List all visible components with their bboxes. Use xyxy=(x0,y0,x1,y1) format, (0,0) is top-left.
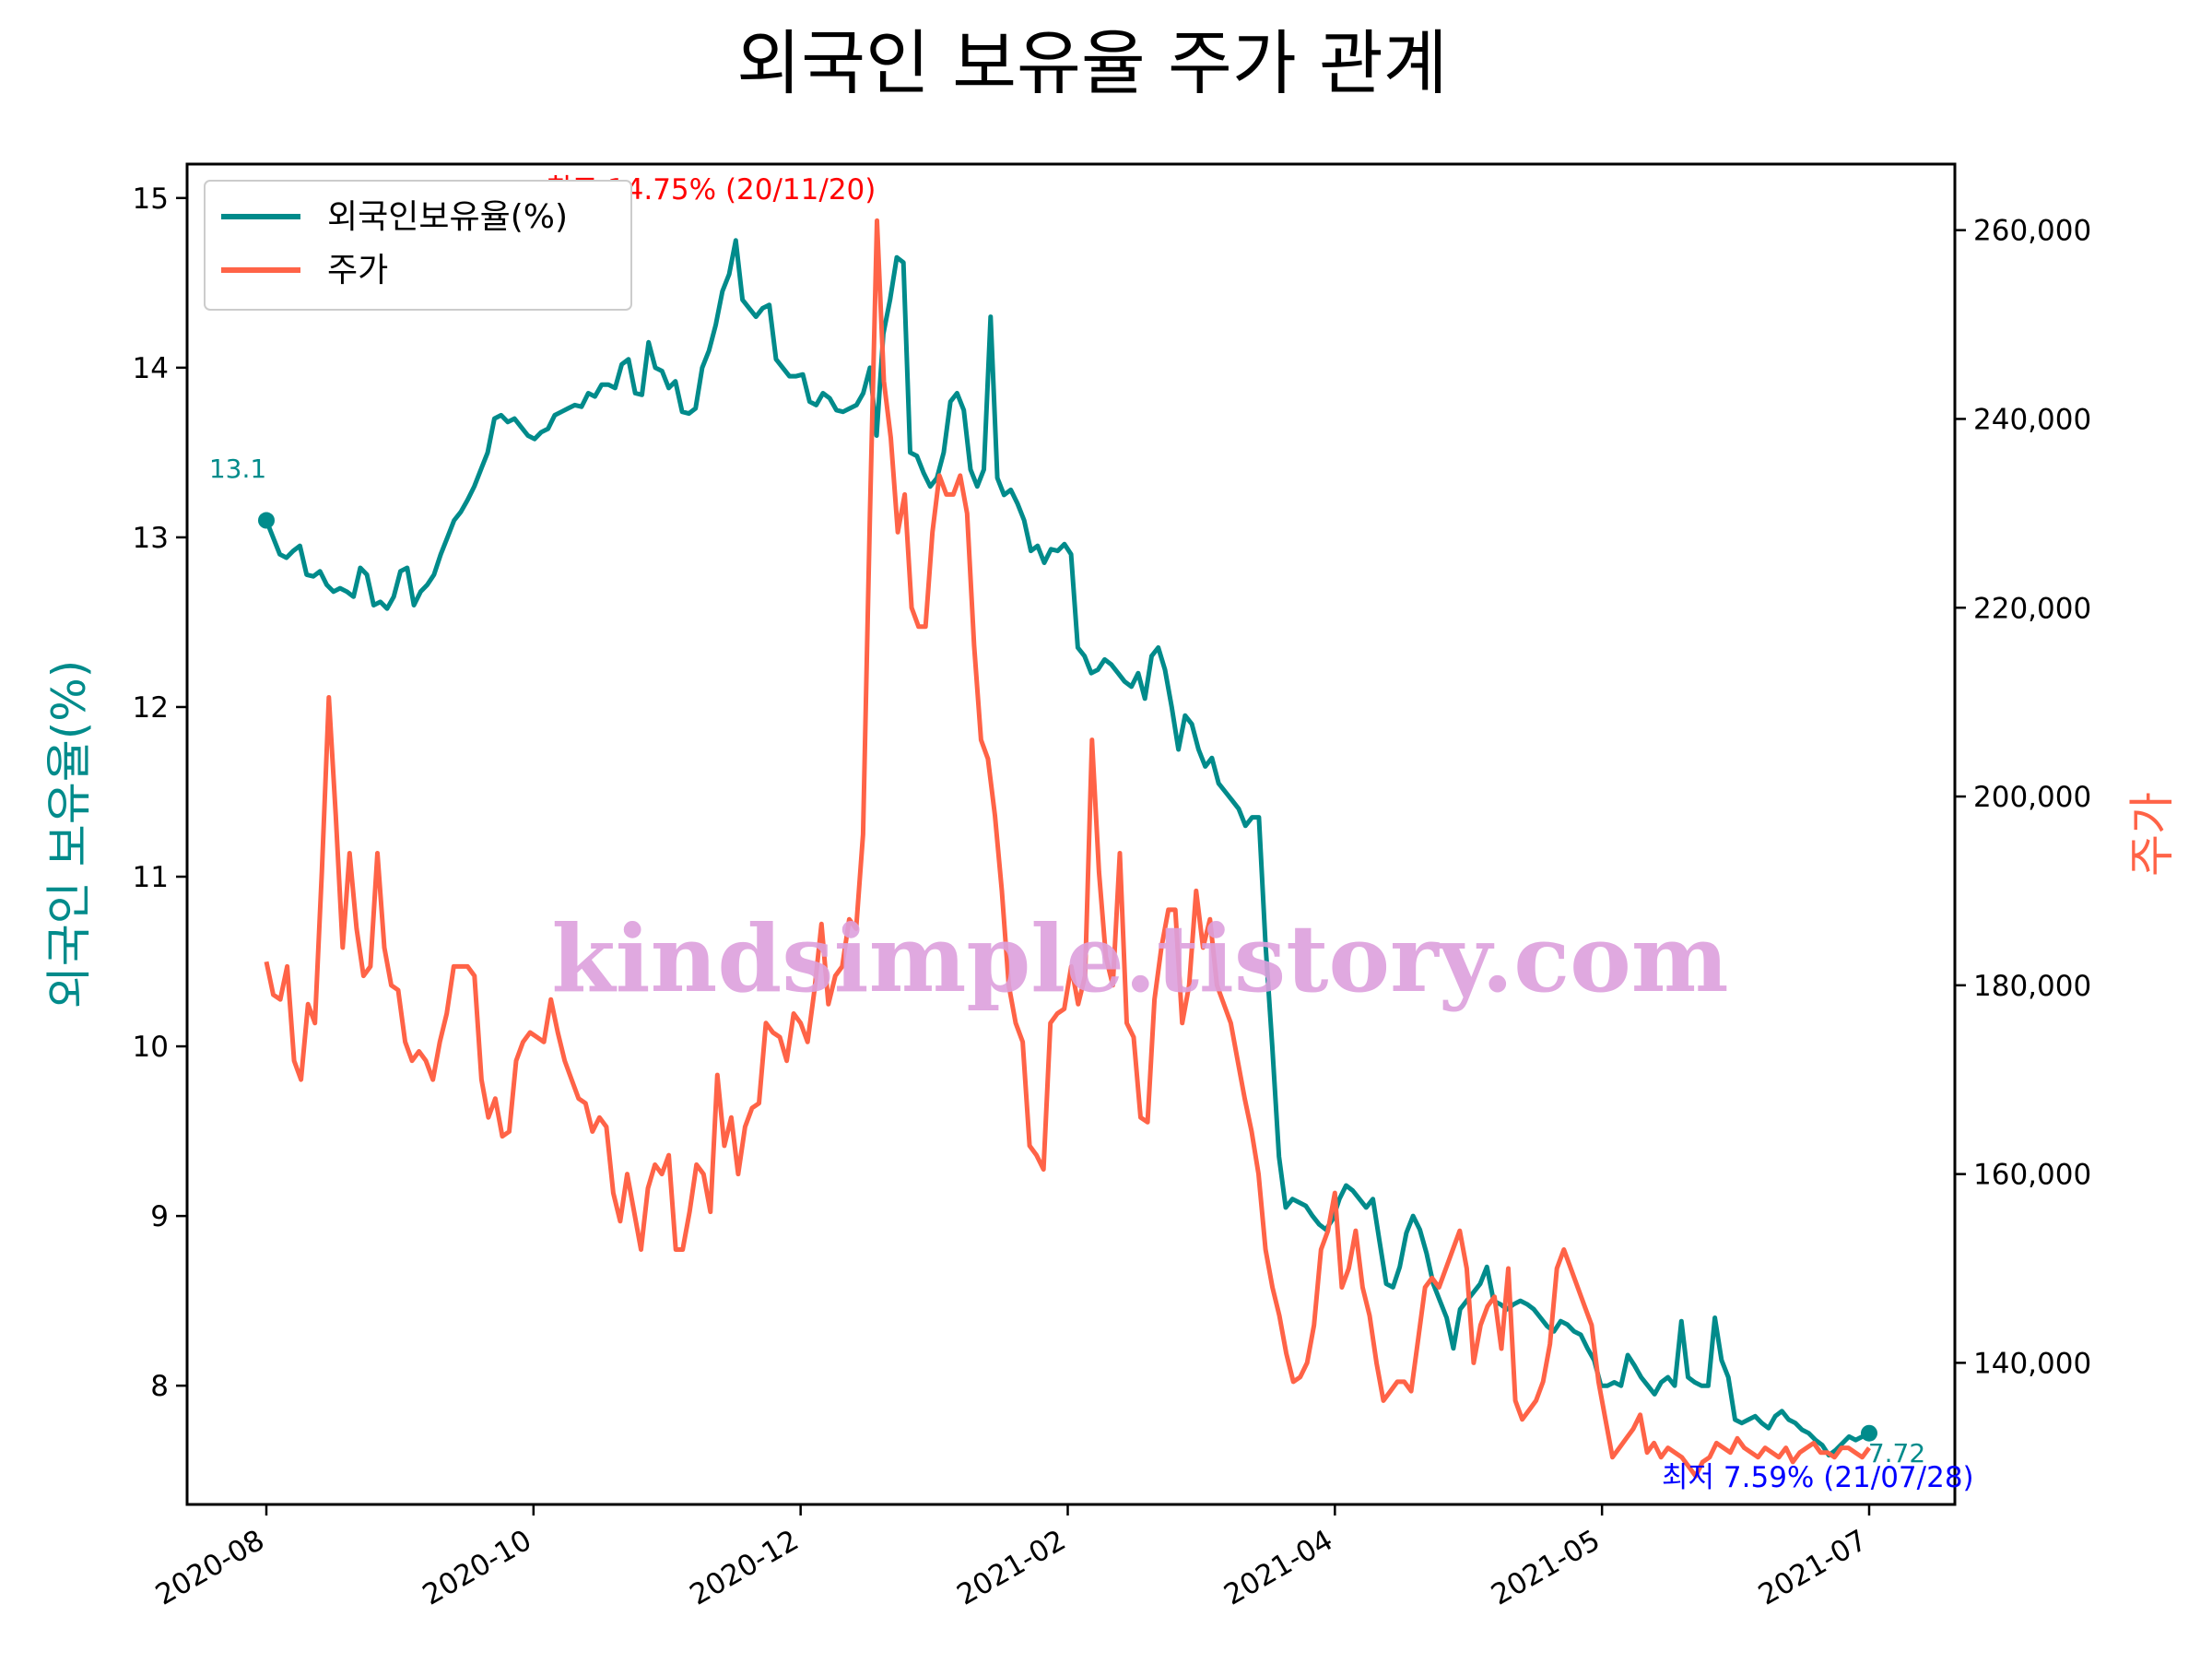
right-tick-label: 140,000 xyxy=(1973,1347,2091,1380)
left-tick-label: 9 xyxy=(150,1200,169,1233)
left-tick-label: 12 xyxy=(133,691,169,725)
left-tick-label: 15 xyxy=(133,183,169,216)
legend-box xyxy=(204,180,632,311)
right-tick-label: 260,000 xyxy=(1973,215,2091,248)
left-tick-label: 14 xyxy=(133,352,169,385)
end-point-marker xyxy=(1861,1424,1877,1442)
end-value-label: 7.72 xyxy=(1868,1438,1925,1468)
left-tick-label: 10 xyxy=(133,1031,169,1064)
series-line-holding xyxy=(264,238,1871,1458)
left-tick-label: 13 xyxy=(133,522,169,555)
left-tick-label: 11 xyxy=(133,861,169,894)
series-line-price xyxy=(264,218,1872,1479)
right-tick-label: 240,000 xyxy=(1973,403,2091,436)
right-tick-label: 220,000 xyxy=(1973,592,2091,625)
right-axis-label: 주가 xyxy=(2125,792,2179,877)
plot-area xyxy=(258,218,1877,1479)
legend-label-holding: 외국인보유율(%) xyxy=(327,198,568,236)
chart-title: 외국인 보유율 주가 관계 xyxy=(736,22,1448,104)
min-annotation: 최저 7.59% (21/07/28) xyxy=(1662,1461,1974,1494)
right-tick-label: 180,000 xyxy=(1973,970,2091,1003)
right-tick-label: 200,000 xyxy=(1973,781,2091,814)
watermark: kindsimple.tistory.com xyxy=(551,904,1728,1013)
legend-label-price: 주가 xyxy=(327,252,388,289)
legend: 외국인보유율(%) 주가 xyxy=(204,180,632,311)
start-point-marker xyxy=(258,512,275,529)
start-value-label: 13.1 xyxy=(209,454,266,484)
left-axis-label: 외국인 보유율(%) xyxy=(42,660,96,1008)
left-tick-label: 8 xyxy=(150,1370,169,1403)
right-tick-label: 160,000 xyxy=(1973,1159,2091,1192)
plot-frame xyxy=(185,162,1957,1506)
